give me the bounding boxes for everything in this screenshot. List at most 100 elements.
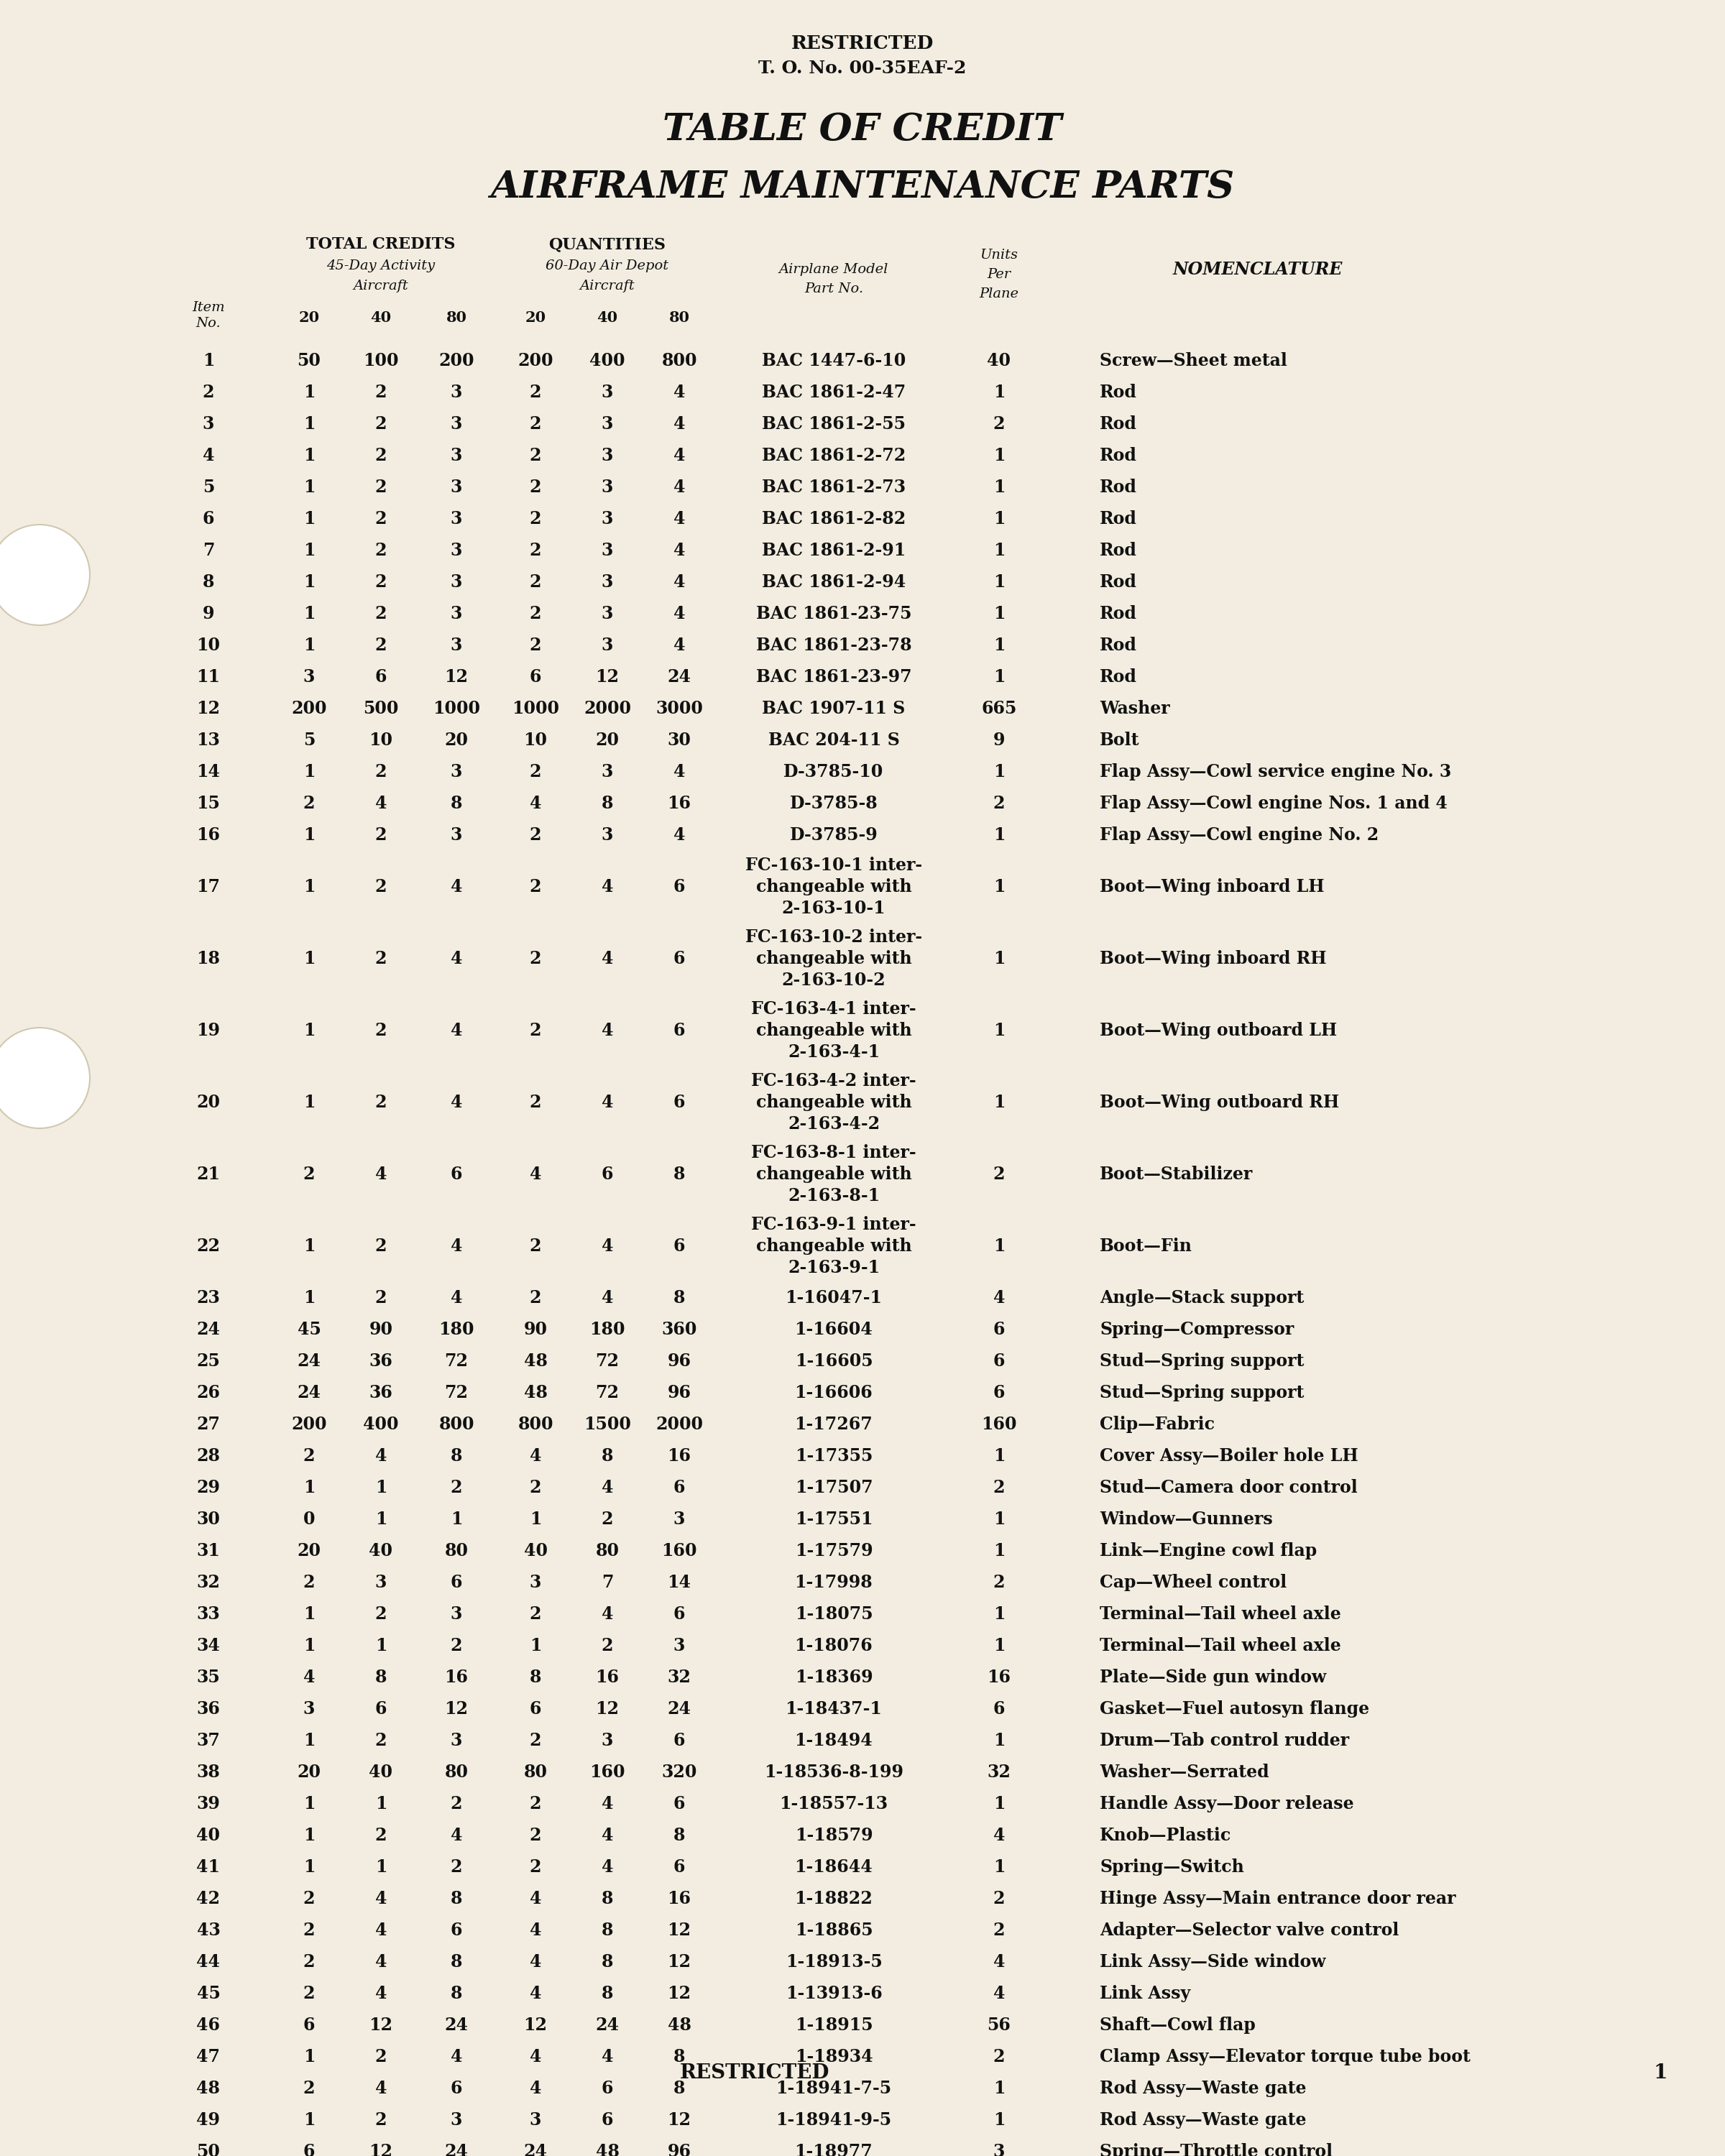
Text: 1-17267: 1-17267: [795, 1416, 873, 1434]
Text: 3: 3: [602, 479, 612, 496]
Text: 4: 4: [374, 1166, 386, 1184]
Text: BAC 1861-2-73: BAC 1861-2-73: [762, 479, 906, 496]
Text: 40: 40: [369, 1764, 393, 1781]
Text: 6: 6: [450, 1574, 462, 1591]
Text: 2: 2: [450, 1479, 462, 1496]
Text: 6: 6: [304, 2143, 316, 2156]
Text: 1-18822: 1-18822: [795, 1891, 873, 1908]
Text: 47: 47: [197, 2048, 221, 2065]
Text: 2: 2: [530, 1606, 542, 1623]
Text: TOTAL CREDITS: TOTAL CREDITS: [307, 237, 455, 252]
Text: Rod Assy—Waste gate: Rod Assy—Waste gate: [1101, 2111, 1306, 2128]
Text: 4: 4: [450, 951, 462, 968]
Text: 10: 10: [197, 636, 221, 653]
Text: 160: 160: [590, 1764, 624, 1781]
Text: BAC 1861-2-82: BAC 1861-2-82: [762, 511, 906, 528]
Text: 4: 4: [602, 1289, 614, 1307]
Text: Rod: Rod: [1101, 446, 1137, 464]
Text: 1: 1: [304, 606, 316, 623]
Text: 1-17579: 1-17579: [795, 1542, 873, 1559]
Text: Link Assy: Link Assy: [1101, 1986, 1190, 2003]
Text: 6: 6: [530, 668, 542, 686]
Text: 2: 2: [374, 951, 386, 968]
Text: 49: 49: [197, 2111, 221, 2128]
Text: 2: 2: [530, 606, 542, 623]
Text: 1: 1: [994, 2081, 1006, 2098]
Text: 1: 1: [994, 1636, 1006, 1654]
Text: 2: 2: [304, 1986, 316, 2003]
Text: 1: 1: [304, 479, 316, 496]
Text: 6: 6: [374, 1701, 386, 1718]
Text: 7: 7: [202, 541, 214, 558]
Text: AIRFRAME MAINTENANCE PARTS: AIRFRAME MAINTENANCE PARTS: [490, 168, 1235, 205]
Text: BAC 1861-23-97: BAC 1861-23-97: [756, 668, 911, 686]
Text: 8: 8: [673, 2048, 685, 2065]
Text: 1-18579: 1-18579: [795, 1826, 873, 1843]
Text: 1: 1: [994, 1542, 1006, 1559]
Text: 4: 4: [374, 1891, 386, 1908]
Text: 0: 0: [304, 1511, 316, 1529]
Text: 1: 1: [304, 2111, 316, 2128]
Text: 2: 2: [374, 479, 386, 496]
Text: 1000: 1000: [433, 701, 480, 718]
Text: 8: 8: [602, 796, 614, 813]
Text: 800: 800: [438, 1416, 474, 1434]
Text: 27: 27: [197, 1416, 221, 1434]
Text: Adapter—Selector valve control: Adapter—Selector valve control: [1101, 1921, 1399, 1938]
Text: Units: Units: [980, 248, 1018, 261]
Text: 15: 15: [197, 796, 221, 813]
Text: D-3785-9: D-3785-9: [790, 826, 878, 843]
Text: 4: 4: [450, 2048, 462, 2065]
Text: 24: 24: [197, 1322, 221, 1339]
Text: 4: 4: [673, 446, 685, 464]
Text: Aircraft: Aircraft: [354, 280, 409, 293]
Text: 160: 160: [982, 1416, 1016, 1434]
Text: 4: 4: [374, 1447, 386, 1464]
Text: 4: 4: [994, 1953, 1006, 1971]
Text: 16: 16: [668, 796, 692, 813]
Text: 2: 2: [994, 2048, 1006, 2065]
Text: 4: 4: [673, 541, 685, 558]
Text: BAC 204-11 S: BAC 204-11 S: [768, 731, 899, 748]
Text: 3: 3: [602, 636, 612, 653]
Text: Flap Assy—Cowl engine No. 2: Flap Assy—Cowl engine No. 2: [1101, 826, 1378, 843]
Text: 3: 3: [450, 1731, 462, 1749]
Text: 4: 4: [530, 1166, 542, 1184]
Text: 1: 1: [994, 384, 1006, 401]
Text: 1: 1: [994, 668, 1006, 686]
Text: 2: 2: [304, 1921, 316, 1938]
Text: 1: 1: [304, 384, 316, 401]
Text: Flap Assy—Cowl service engine No. 3: Flap Assy—Cowl service engine No. 3: [1101, 763, 1451, 780]
Text: Spring—Throttle control: Spring—Throttle control: [1101, 2143, 1333, 2156]
Text: 1-18941-9-5: 1-18941-9-5: [776, 2111, 892, 2128]
Text: 3: 3: [530, 1574, 542, 1591]
Text: 12: 12: [668, 1921, 692, 1938]
Text: 32: 32: [987, 1764, 1011, 1781]
Text: changeable with: changeable with: [756, 1238, 911, 1255]
Text: 2-163-8-1: 2-163-8-1: [788, 1188, 880, 1205]
Text: 20: 20: [445, 731, 467, 748]
Text: D-3785-10: D-3785-10: [783, 763, 883, 780]
Text: 200: 200: [292, 701, 326, 718]
Text: 43: 43: [197, 1921, 221, 1938]
Text: 1: 1: [304, 511, 316, 528]
Text: 8: 8: [602, 1891, 614, 1908]
Text: 1: 1: [304, 573, 316, 591]
Text: Knob—Plastic: Knob—Plastic: [1101, 1826, 1232, 1843]
Text: 6: 6: [673, 1606, 685, 1623]
Text: 72: 72: [445, 1352, 467, 1369]
Text: 3: 3: [602, 416, 612, 433]
Text: 6: 6: [450, 1921, 462, 1938]
Text: Spring—Switch: Spring—Switch: [1101, 1858, 1244, 1876]
Text: 24: 24: [668, 1701, 692, 1718]
Text: 32: 32: [197, 1574, 221, 1591]
Text: 2: 2: [450, 1796, 462, 1813]
Text: 1: 1: [994, 446, 1006, 464]
Text: 12: 12: [369, 2016, 393, 2033]
Text: 2: 2: [530, 1238, 542, 1255]
Text: 3: 3: [450, 636, 462, 653]
Text: 12: 12: [595, 1701, 619, 1718]
Text: 1: 1: [994, 1606, 1006, 1623]
Text: 96: 96: [668, 2143, 692, 2156]
Text: 3: 3: [602, 826, 612, 843]
